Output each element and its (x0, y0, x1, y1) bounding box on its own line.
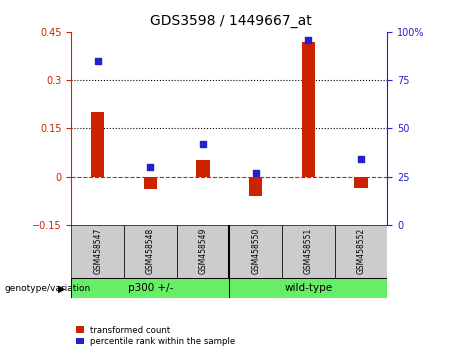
Point (199, 141, 207, 147)
Text: genotype/variation: genotype/variation (5, 284, 91, 293)
Bar (124, 225, 177, 278)
Text: wild-type: wild-type (284, 283, 332, 293)
Legend: transformed count, percentile rank within the sample: transformed count, percentile rank withi… (76, 326, 236, 346)
Bar (249, 177, 262, 196)
Bar (335, 225, 387, 278)
Bar (144, 177, 157, 189)
Point (94, 58, 101, 64)
Bar (229, 278, 387, 298)
Bar (355, 177, 367, 188)
Point (305, 37, 312, 42)
Text: GSM458552: GSM458552 (356, 228, 366, 274)
Bar (71, 225, 124, 278)
Bar (71, 278, 230, 298)
Bar (301, 41, 315, 177)
Text: GSM458549: GSM458549 (199, 228, 207, 274)
Text: GSM458548: GSM458548 (146, 228, 155, 274)
Text: GSM458547: GSM458547 (93, 228, 102, 274)
Point (357, 156, 365, 162)
Text: GSM458551: GSM458551 (304, 228, 313, 274)
Bar (229, 225, 282, 278)
Bar (196, 160, 210, 177)
Text: GSM458550: GSM458550 (251, 228, 260, 274)
Point (147, 164, 154, 170)
Bar (282, 225, 335, 278)
Text: GDS3598 / 1449667_at: GDS3598 / 1449667_at (150, 14, 311, 28)
Bar (91, 112, 104, 177)
Point (252, 170, 260, 176)
Text: p300 +/-: p300 +/- (128, 283, 173, 293)
Text: ▶: ▶ (59, 284, 66, 294)
Bar (177, 225, 229, 278)
